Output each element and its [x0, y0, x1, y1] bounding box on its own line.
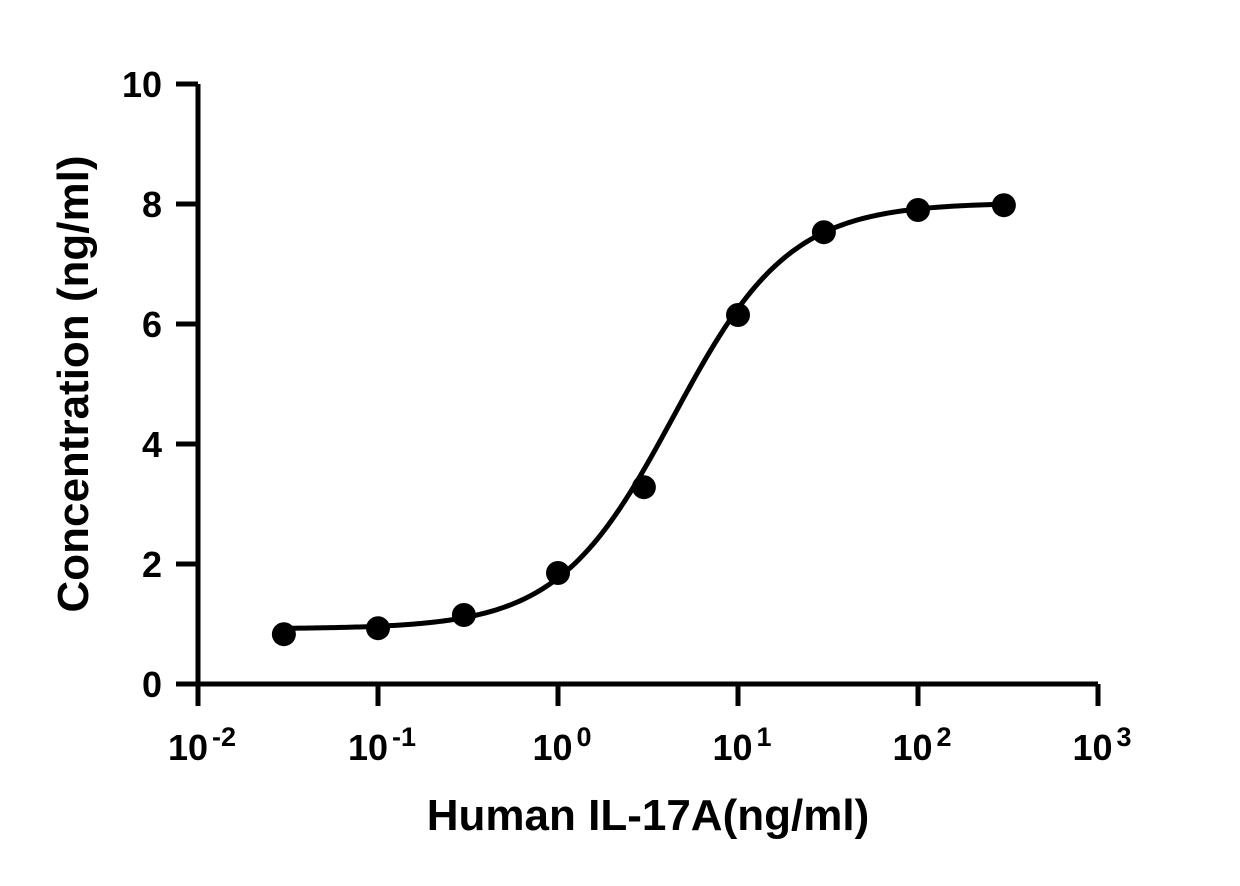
y-ticks: 0 2 4 6 8 10: [122, 64, 198, 705]
x-tick-label: 10 -1: [348, 722, 416, 768]
data-point: [991, 193, 1016, 218]
data-point: [631, 475, 656, 500]
data-point: [906, 198, 930, 222]
x-tick-label: 10 1: [712, 722, 771, 768]
y-axis-title: Concentration (ng/ml): [49, 155, 98, 612]
data-point: [451, 603, 476, 627]
data-point: [546, 561, 570, 585]
x-tick-label: 10 2: [892, 722, 951, 768]
x-tick-label: 10 3: [1072, 722, 1131, 768]
x-tick-label: 10 -2: [168, 722, 236, 768]
axes: [195, 84, 1098, 687]
data-point: [726, 303, 750, 327]
y-tick-label: 10: [122, 64, 162, 105]
data-points: [271, 193, 1016, 647]
y-tick-label: 6: [142, 304, 162, 345]
y-tick-label: 2: [142, 544, 162, 585]
data-point: [366, 616, 390, 641]
y-tick-label: 0: [142, 664, 162, 705]
data-point: [271, 622, 296, 647]
x-tick-label: 10 0: [532, 722, 591, 768]
x-ticks: 10 -2 10 -1 10 0 10 1 10 2 10 3: [168, 684, 1132, 768]
data-point: [811, 220, 836, 245]
y-tick-label: 8: [142, 184, 162, 225]
y-tick-label: 4: [142, 424, 162, 465]
x-axis-title: Human IL-17A(ng/ml): [427, 791, 869, 840]
fit-curve: [283, 201, 1004, 631]
